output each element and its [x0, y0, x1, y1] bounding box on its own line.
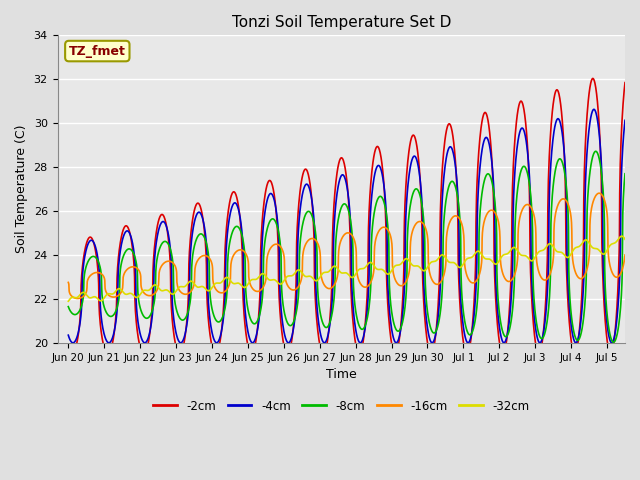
- X-axis label: Time: Time: [326, 368, 356, 381]
- Y-axis label: Soil Temperature (C): Soil Temperature (C): [15, 125, 28, 253]
- Title: Tonzi Soil Temperature Set D: Tonzi Soil Temperature Set D: [232, 15, 451, 30]
- -8cm: [592, 148, 600, 154]
- -2cm: [321, 350, 328, 356]
- -16cm: [605, 258, 613, 264]
- -4cm: [69, 340, 77, 346]
- -4cm: [93, 250, 101, 256]
- -2cm: [589, 75, 596, 81]
- -16cm: [321, 282, 328, 288]
- -2cm: [605, 349, 613, 355]
- -16cm: [503, 278, 511, 284]
- -16cm: [605, 260, 613, 265]
- -2cm: [621, 80, 629, 85]
- -8cm: [605, 325, 612, 331]
- -8cm: [503, 334, 511, 339]
- -8cm: [65, 304, 72, 310]
- Line: -4cm: -4cm: [68, 109, 625, 343]
- -2cm: [65, 346, 72, 351]
- -2cm: [503, 335, 511, 341]
- -32cm: [335, 268, 343, 274]
- -32cm: [605, 245, 612, 251]
- -32cm: [93, 295, 100, 300]
- Line: -32cm: -32cm: [68, 236, 625, 301]
- Line: -8cm: -8cm: [68, 151, 625, 342]
- -16cm: [65, 279, 72, 285]
- -4cm: [321, 340, 328, 346]
- -32cm: [65, 299, 72, 304]
- Line: -2cm: -2cm: [68, 78, 625, 354]
- -16cm: [335, 244, 343, 250]
- -2cm: [93, 258, 101, 264]
- -32cm: [321, 270, 328, 276]
- -32cm: [618, 233, 625, 239]
- -8cm: [335, 213, 343, 218]
- -4cm: [605, 336, 613, 341]
- -4cm: [335, 178, 343, 184]
- Text: TZ_fmet: TZ_fmet: [69, 45, 125, 58]
- -2cm: [605, 348, 613, 354]
- -16cm: [93, 270, 101, 276]
- -8cm: [605, 327, 613, 333]
- -8cm: [621, 171, 629, 177]
- -16cm: [74, 296, 82, 301]
- -16cm: [621, 252, 629, 258]
- -32cm: [605, 244, 612, 250]
- -4cm: [605, 335, 613, 340]
- -2cm: [335, 158, 343, 164]
- -32cm: [503, 251, 511, 257]
- -8cm: [610, 339, 618, 345]
- -4cm: [65, 332, 72, 338]
- -8cm: [93, 256, 100, 262]
- -4cm: [503, 334, 511, 339]
- -16cm: [595, 190, 603, 196]
- -2cm: [68, 351, 76, 357]
- -4cm: [590, 107, 598, 112]
- Legend: -2cm, -4cm, -8cm, -16cm, -32cm: -2cm, -4cm, -8cm, -16cm, -32cm: [148, 395, 534, 417]
- -32cm: [621, 236, 629, 242]
- -8cm: [321, 323, 328, 329]
- Line: -16cm: -16cm: [68, 193, 625, 299]
- -4cm: [621, 118, 629, 123]
